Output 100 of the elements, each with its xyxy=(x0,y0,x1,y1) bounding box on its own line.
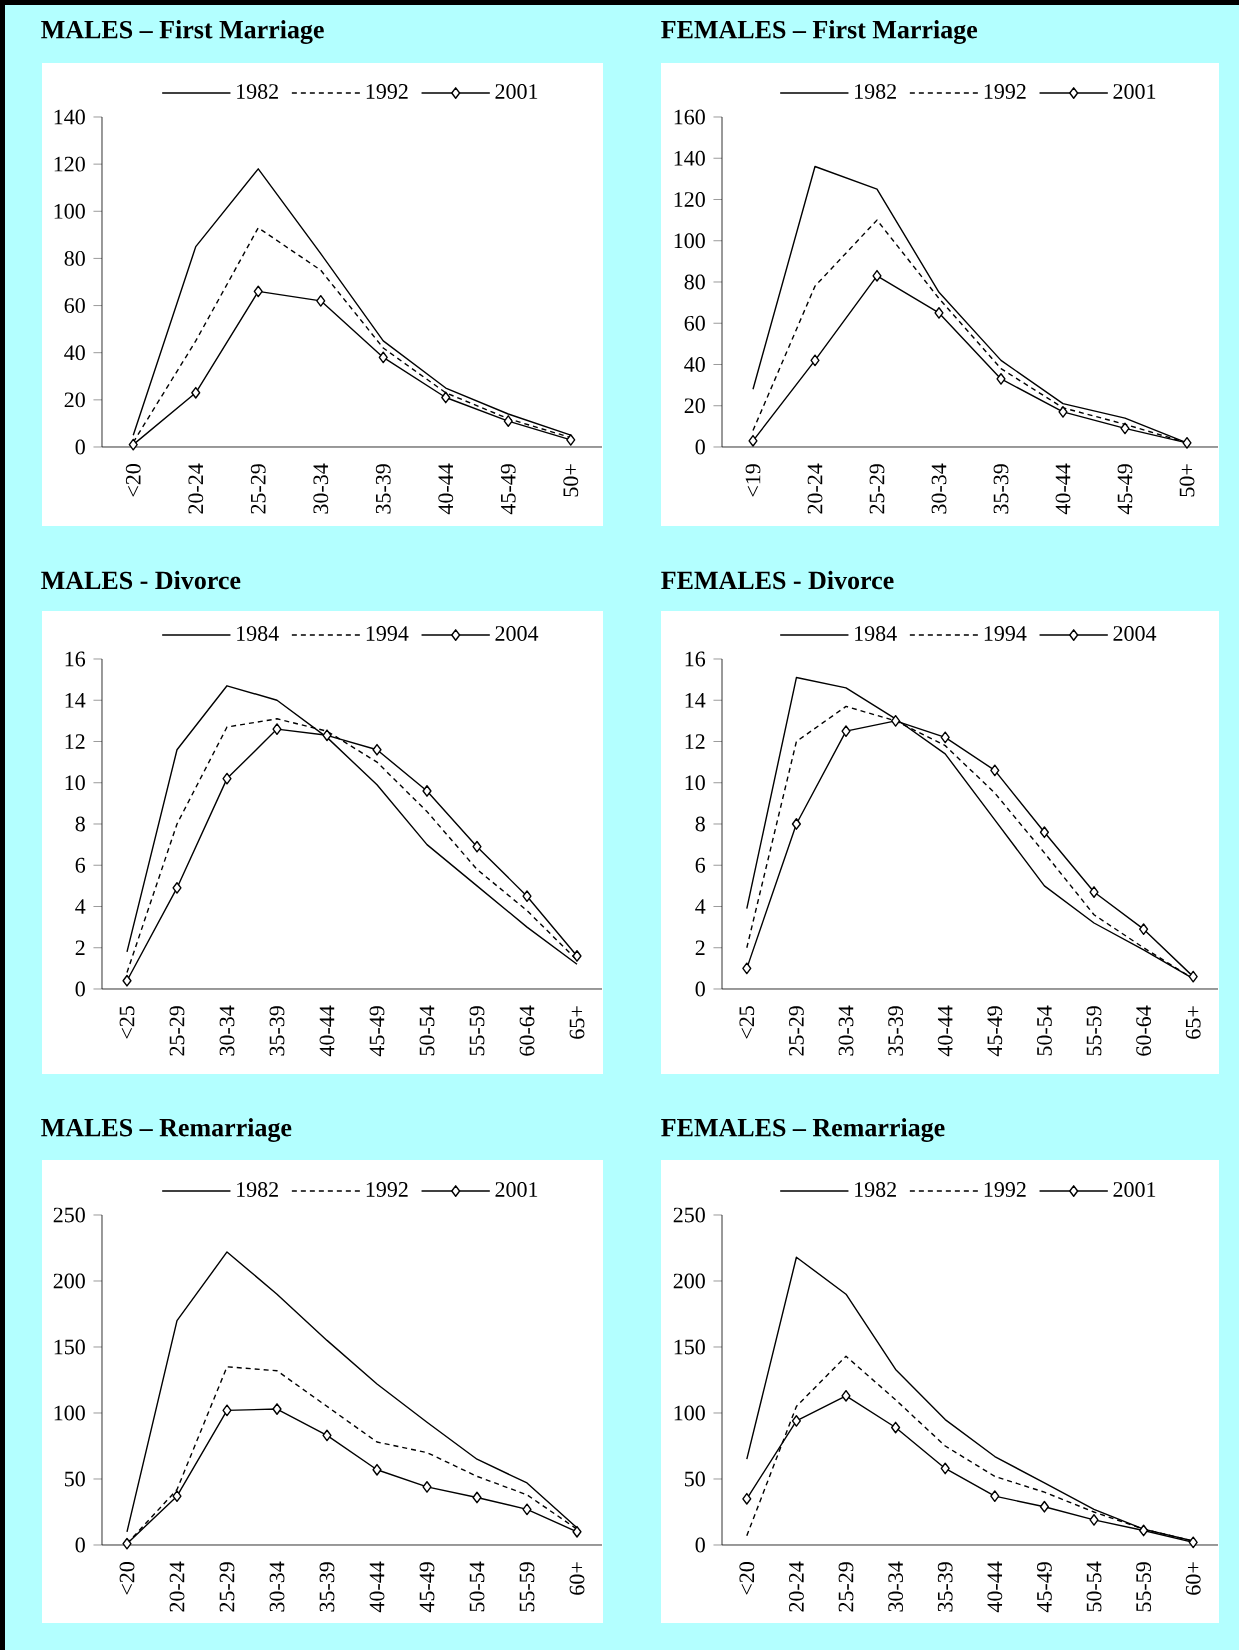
point xyxy=(742,1492,752,1505)
point xyxy=(940,1462,950,1475)
x-tick-label: 55-59 xyxy=(1136,1562,1151,1612)
x-tick-label: <20 xyxy=(739,1562,755,1595)
y-tick-label: 8 xyxy=(695,816,705,832)
point xyxy=(1089,886,1099,898)
x-tick-label: 50-54 xyxy=(1086,1561,1102,1612)
y-tick-label: 14 xyxy=(685,692,706,708)
legend-label: 1994 xyxy=(366,626,409,641)
y-tick-label: 50 xyxy=(685,1471,705,1487)
chart-title: MALES – Remarriage xyxy=(41,1118,292,1142)
point xyxy=(191,386,201,399)
y-tick-label: 60 xyxy=(684,315,705,331)
chart-title: FEMALES - Divorce xyxy=(661,570,894,590)
x-tick-label: 35-39 xyxy=(993,464,1009,514)
x-tick-label: 30-34 xyxy=(269,1561,285,1612)
legend-label: 2001 xyxy=(495,84,538,99)
y-tick-label: 20 xyxy=(64,392,85,408)
y-tick-label: 40 xyxy=(64,345,85,361)
point xyxy=(422,1481,432,1493)
y-tick-label: 0 xyxy=(695,981,705,997)
y-tick-label: 0 xyxy=(695,1537,705,1553)
x-tick-label: 45-49 xyxy=(500,464,516,515)
y-tick-label: 200 xyxy=(673,1273,705,1289)
point xyxy=(791,818,801,830)
x-tick-label: 35-39 xyxy=(319,1562,335,1612)
y-tick-label: 12 xyxy=(65,734,85,749)
chart-title: FEMALES – First Marriage xyxy=(661,20,978,44)
y-tick-label: 100 xyxy=(674,1405,705,1421)
point xyxy=(791,1415,801,1427)
x-tick-label: 50-54 xyxy=(1037,1005,1052,1056)
point xyxy=(316,294,326,307)
legend-label: 1992 xyxy=(984,1182,1026,1197)
y-tick-label: 2 xyxy=(695,940,705,956)
y-tick-label: 100 xyxy=(54,1405,85,1421)
y-tick-label: 20 xyxy=(684,398,705,414)
x-tick-label: 65+ xyxy=(1185,1006,1201,1039)
x-tick-label: 40-44 xyxy=(937,1005,953,1057)
x-tick-label: 50-54 xyxy=(419,1005,435,1056)
point xyxy=(841,725,851,738)
point xyxy=(472,840,482,853)
x-tick-label: <25 xyxy=(739,1006,755,1039)
y-tick-label: 100 xyxy=(54,203,85,219)
point xyxy=(372,743,382,756)
point xyxy=(122,974,132,987)
y-tick-label: 250 xyxy=(53,1207,85,1223)
point xyxy=(522,890,532,903)
point xyxy=(272,723,282,736)
y-tick-label: 6 xyxy=(695,857,706,873)
legend-label: 2001 xyxy=(495,1182,538,1197)
point xyxy=(891,1421,901,1434)
y-tick-label: 16 xyxy=(685,651,706,667)
point xyxy=(1188,1536,1198,1549)
x-tick-label: <19 xyxy=(745,464,761,497)
y-tick-label: 140 xyxy=(54,109,85,125)
x-tick-label: 55-59 xyxy=(1086,1006,1102,1056)
y-tick-label: 6 xyxy=(75,857,86,873)
x-tick-label: 25-29 xyxy=(789,1006,804,1056)
point xyxy=(222,1404,232,1417)
point xyxy=(566,434,576,446)
point xyxy=(872,269,882,282)
y-tick-label: 10 xyxy=(685,775,705,791)
point xyxy=(222,772,232,785)
x-tick-label: <20 xyxy=(125,464,141,497)
point xyxy=(272,1403,282,1415)
x-tick-label: 35-39 xyxy=(375,464,391,514)
point xyxy=(990,1490,1000,1503)
point xyxy=(522,1503,532,1516)
x-tick-label: 45-49 xyxy=(369,1006,385,1057)
chart-title: MALES - Divorce xyxy=(41,570,241,590)
point xyxy=(422,785,432,797)
x-tick-label: 30-34 xyxy=(838,1005,854,1056)
y-tick-label: 140 xyxy=(674,150,705,166)
y-tick-label: 160 xyxy=(674,109,705,125)
point xyxy=(378,351,388,364)
chart-title: FEMALES – Remarriage xyxy=(661,1118,945,1142)
y-tick-label: 200 xyxy=(53,1273,85,1289)
point xyxy=(572,950,582,962)
point xyxy=(1039,1500,1050,1513)
point xyxy=(1139,923,1149,936)
legend-label: 1982 xyxy=(855,1182,896,1197)
point xyxy=(122,1537,132,1550)
legend-label: 1984 xyxy=(237,626,279,641)
x-tick-label: 30-34 xyxy=(931,463,947,514)
y-tick-label: 80 xyxy=(684,274,705,290)
chart-title: MALES – First Marriage xyxy=(41,20,324,44)
y-tick-label: 120 xyxy=(54,156,85,172)
legend-label: 2004 xyxy=(495,626,539,641)
x-tick-label: <25 xyxy=(119,1006,135,1039)
y-tick-label: 80 xyxy=(64,251,85,266)
y-tick-label: 0 xyxy=(75,439,85,455)
point xyxy=(1120,422,1130,435)
point xyxy=(253,285,263,298)
x-tick-label: 45-49 xyxy=(419,1562,435,1613)
x-tick-label: 20-24 xyxy=(188,463,204,514)
legend-label: 2001 xyxy=(1113,1182,1156,1197)
x-tick-label: 55-59 xyxy=(519,1562,535,1612)
y-tick-label: 50 xyxy=(65,1471,85,1487)
x-tick-label: 35-39 xyxy=(269,1006,285,1056)
y-tick-label: 100 xyxy=(674,233,705,249)
